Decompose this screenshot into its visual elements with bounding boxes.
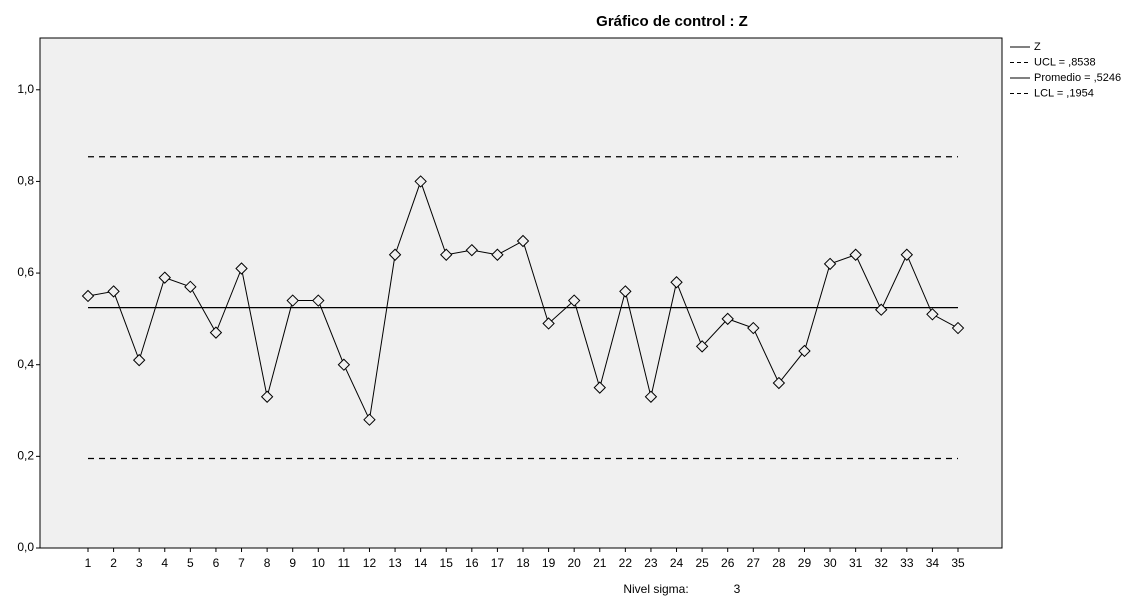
x-tick-label: 29 [798,556,812,570]
point-marker [440,248,453,261]
x-tick-label: 20 [567,556,581,570]
point-marker [619,285,632,298]
x-tick-label: 4 [161,556,168,570]
sigma-label: Nivel sigma: [623,582,688,596]
point-marker [900,248,914,261]
point-marker [286,294,299,307]
x-tick-label: 24 [670,556,684,570]
x-tick-label: 23 [644,556,658,570]
x-tick-label: 14 [414,556,428,570]
point-marker [593,381,606,394]
x-tick-label: 5 [187,556,194,570]
x-tick-label: 34 [926,556,940,570]
x-tick-label: 28 [772,556,786,570]
point-marker [875,303,888,316]
point-marker [465,243,479,257]
point-marker [209,326,223,339]
x-tick-label: 8 [264,556,271,570]
point-marker [414,175,427,188]
legend-label: UCL = ,8538 [1034,56,1096,68]
y-tick-label: 0,8 [17,174,34,188]
plot-area [39,37,1003,549]
y-tick-label: 1,0 [17,82,34,96]
x-tick-label: 7 [238,556,245,570]
point-marker [388,248,402,261]
x-tick-label: 3 [136,556,143,570]
x-tick-label: 18 [516,556,530,570]
y-tick-label: 0,2 [17,449,34,463]
x-tick-label: 16 [465,556,479,570]
x-tick-label: 21 [593,556,607,570]
x-tick-label: 26 [721,556,735,570]
x-tick-label: 13 [388,556,402,570]
x-tick-label: 10 [312,556,326,570]
point-marker [695,340,709,353]
x-tick-label: 15 [440,556,454,570]
point-marker [926,308,939,321]
point-marker [644,390,658,403]
x-tick-label: 6 [213,556,220,570]
point-marker [823,257,837,271]
legend-label: Promedio = ,5246 [1034,72,1121,84]
point-marker [491,248,504,261]
sigma-value: 3 [734,582,741,596]
point-marker [747,321,760,335]
x-tick-label: 35 [951,556,965,570]
x-tick-label: 22 [619,556,633,570]
chart-title: Gráfico de control : Z [596,13,748,30]
y-tick-label: 0,4 [17,357,34,371]
point-marker [184,280,197,294]
x-tick-label: 11 [338,556,351,570]
point-marker [312,294,325,307]
point-marker [849,248,862,261]
x-tick-label: 27 [747,556,761,570]
point-marker [235,262,248,275]
x-tick-label: 9 [289,556,296,570]
point-marker [567,294,581,307]
point-marker [132,353,146,367]
x-tick-label: 12 [363,556,377,570]
x-tick-label: 31 [849,556,863,570]
point-marker [542,317,555,330]
legend-label: Z [1034,41,1041,53]
point-marker [363,413,376,426]
x-tick-label: 17 [491,556,505,570]
point-marker [81,289,95,303]
point-marker [516,234,530,248]
y-tick-label: 0,0 [17,540,34,554]
point-marker [798,344,811,358]
y-tick-label: 0,6 [17,265,34,279]
x-tick-label: 33 [900,556,914,570]
x-tick-label: 32 [875,556,889,570]
x-tick-label: 19 [542,556,556,570]
legend-label: LCL = ,1954 [1034,87,1094,99]
x-tick-label: 30 [823,556,837,570]
point-marker [951,321,965,335]
point-marker [337,358,351,371]
point-marker [670,276,683,289]
point-marker [107,285,120,298]
point-marker [260,390,274,403]
x-tick-label: 2 [110,556,117,570]
point-marker [772,376,786,390]
x-tick-label: 1 [85,556,92,570]
point-marker [721,312,734,326]
x-tick-label: 25 [695,556,709,570]
point-marker [158,271,171,284]
